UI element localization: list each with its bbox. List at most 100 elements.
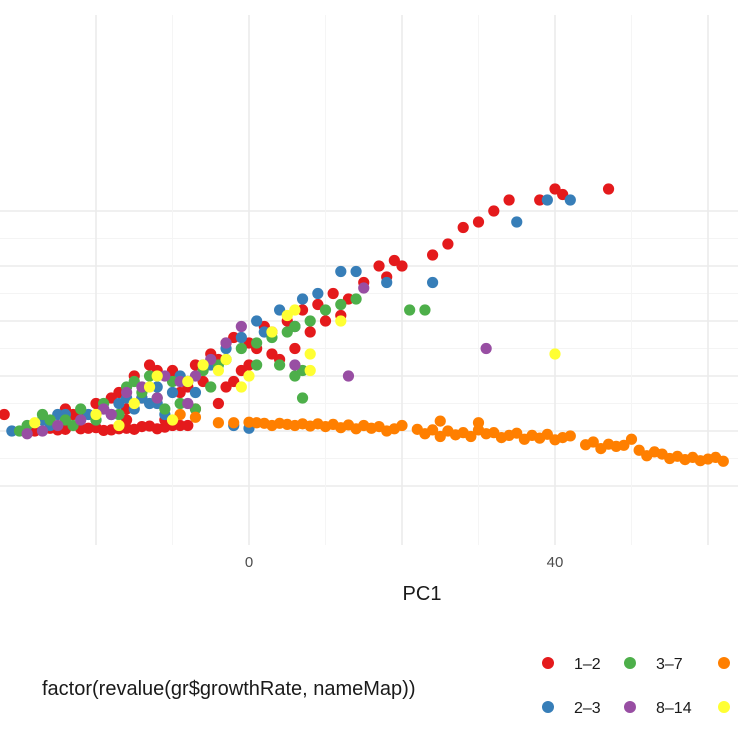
data-point xyxy=(136,381,148,393)
data-point xyxy=(6,425,18,437)
data-point xyxy=(358,282,370,294)
data-point xyxy=(159,370,171,382)
data-point xyxy=(296,392,309,404)
data-point xyxy=(541,194,553,206)
data-point xyxy=(434,415,446,427)
data-point xyxy=(289,304,301,316)
data-point xyxy=(465,430,477,443)
data-point xyxy=(174,397,186,410)
data-point xyxy=(296,293,309,305)
data-point xyxy=(304,315,316,327)
data-point xyxy=(427,424,439,436)
data-point xyxy=(212,364,224,377)
gridlines xyxy=(0,15,738,545)
data-point xyxy=(113,408,125,421)
data-point xyxy=(151,370,163,382)
data-point xyxy=(220,353,232,366)
legend-label: 2–3 xyxy=(574,700,601,717)
data-point xyxy=(342,370,355,382)
data-point xyxy=(182,375,194,388)
data-point xyxy=(82,422,94,434)
data-point xyxy=(174,386,186,399)
data-point xyxy=(549,348,561,360)
data-point xyxy=(205,381,217,393)
legend-key xyxy=(718,701,730,713)
x-axis-title: PC1 xyxy=(403,583,442,605)
data-point xyxy=(128,423,140,435)
x-tick-label: 40 xyxy=(547,554,564,571)
data-point xyxy=(75,403,87,415)
legend-key xyxy=(624,657,636,669)
data-point xyxy=(182,419,194,432)
data-point xyxy=(472,417,485,429)
data-point xyxy=(427,276,439,289)
data-point xyxy=(289,359,301,371)
data-point xyxy=(373,260,385,272)
data-point xyxy=(472,216,485,228)
data-point xyxy=(350,293,362,305)
data-point xyxy=(243,370,255,382)
data-point xyxy=(21,428,33,440)
data-point xyxy=(427,249,439,261)
data-point xyxy=(396,419,408,432)
data-point xyxy=(121,386,133,399)
data-point xyxy=(564,194,576,206)
data-point xyxy=(166,386,179,399)
legend-label: 1–2 xyxy=(574,656,601,673)
data-point xyxy=(602,183,615,195)
legend-key xyxy=(542,701,554,713)
data-point xyxy=(251,359,263,371)
data-point xyxy=(143,359,156,371)
data-point xyxy=(143,370,156,382)
legend-title: factor(revalue(gr$growthRate, nameMap)) xyxy=(42,678,416,700)
x-tick-label: 0 xyxy=(245,554,253,571)
data-point xyxy=(143,420,156,432)
data-point xyxy=(327,287,339,300)
data-point xyxy=(319,304,332,316)
data-point xyxy=(212,397,224,410)
data-point xyxy=(625,433,638,445)
legend-key xyxy=(718,657,730,669)
data-point xyxy=(166,414,179,426)
data-point xyxy=(228,417,240,429)
data-point xyxy=(534,194,546,206)
data-point xyxy=(511,216,523,228)
data-point xyxy=(36,425,49,437)
data-point xyxy=(274,359,286,371)
data-point xyxy=(251,337,263,349)
data-point xyxy=(143,381,156,393)
data-point xyxy=(564,430,576,442)
data-point xyxy=(419,304,431,316)
data-point xyxy=(312,287,324,300)
data-point xyxy=(159,403,171,415)
data-point xyxy=(335,298,347,311)
data-point xyxy=(220,337,232,349)
data-point xyxy=(251,315,263,327)
data-point xyxy=(511,427,523,439)
data-point xyxy=(289,342,301,355)
data-point xyxy=(587,436,599,448)
data-point xyxy=(98,424,110,437)
data-point xyxy=(174,375,186,388)
data-point xyxy=(381,276,393,289)
data-point xyxy=(29,417,41,429)
data-point xyxy=(618,439,630,451)
legend-key xyxy=(624,701,636,713)
data-point xyxy=(442,238,454,250)
data-point xyxy=(128,397,140,410)
legend: 1–2 2–3 3–7 8–14 xyxy=(542,656,730,717)
data-point xyxy=(151,392,163,404)
legend-label: 8–14 xyxy=(656,700,692,717)
legend-label: 3–7 xyxy=(656,656,683,673)
data-point xyxy=(480,342,492,355)
data-point xyxy=(235,320,247,333)
data-points xyxy=(0,183,729,467)
data-point xyxy=(189,411,202,423)
data-point xyxy=(335,265,347,278)
data-point xyxy=(488,205,500,217)
data-point xyxy=(75,414,87,426)
data-point xyxy=(335,315,347,327)
data-point xyxy=(404,304,416,316)
data-point xyxy=(105,408,117,421)
